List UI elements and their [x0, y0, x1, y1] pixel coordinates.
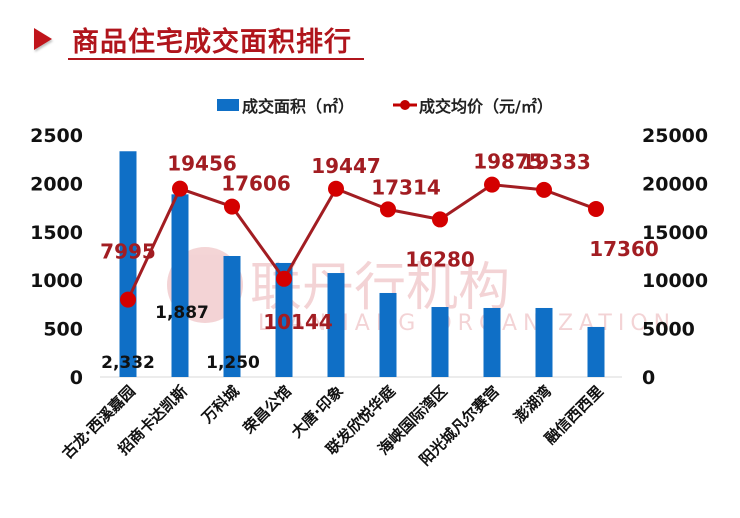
bar: [483, 307, 501, 377]
line-marker: [380, 201, 396, 218]
left-axis-tick: 2000: [30, 173, 83, 195]
legend: 成交面积（㎡） 成交均价（元/㎡）: [217, 97, 553, 116]
line-marker: [536, 181, 552, 198]
header: 商品住宅成交面积排行: [0, 0, 740, 80]
line-marker: [172, 180, 188, 197]
left-axis-tick: 2500: [30, 125, 83, 147]
x-axis-label: 澎湖湾: [510, 382, 555, 427]
legend-bar-label: 成交面积（㎡）: [242, 97, 354, 116]
right-axis-tick: 10000: [642, 270, 708, 292]
legend-line-marker: [400, 100, 410, 110]
line-data-label: 19447: [311, 154, 381, 178]
line-data-label: 19875: [473, 150, 543, 174]
bar-data-label: 1,887: [155, 303, 209, 323]
left-axis-tick: 500: [43, 319, 83, 341]
legend-bar-swatch: [217, 99, 239, 111]
line-marker: [432, 211, 448, 228]
bar: [327, 273, 345, 377]
bar: [431, 307, 449, 377]
line-marker: [224, 198, 240, 215]
bar-data-label: 1,250: [206, 353, 260, 373]
right-axis-tick: 20000: [642, 173, 708, 195]
bar-data-labels: 2,332 1,887 1,250: [101, 303, 260, 373]
right-axis-tick: 15000: [642, 222, 708, 244]
bar-data-label: 2,332: [101, 353, 155, 373]
line-marker: [120, 291, 136, 308]
title-underline: [68, 58, 364, 60]
line-data-label: 7995: [100, 240, 156, 264]
bar: [275, 262, 293, 377]
line-marker: [484, 176, 500, 193]
line-data-label: 17606: [221, 172, 291, 196]
bar: [535, 307, 553, 377]
bar-series: [119, 151, 605, 377]
legend-line-label: 成交均价（元/㎡）: [419, 97, 553, 116]
left-axis-tick: 1500: [30, 222, 83, 244]
x-axis-label: 荣昌公馆: [239, 382, 295, 438]
right-axis: 0 5000 10000 15000 20000 25000: [642, 125, 708, 389]
left-axis-tick: 1000: [30, 270, 83, 292]
line-data-labels: 7995194561760610144194471731416280198751…: [100, 150, 659, 334]
line-series: [120, 176, 604, 308]
left-axis-tick: 0: [70, 367, 83, 389]
line-data-label: 10144: [263, 310, 333, 334]
x-axis-label: 万科城: [198, 382, 243, 427]
bar: [587, 326, 605, 377]
line-marker: [588, 200, 604, 217]
bar: [171, 194, 189, 377]
line-data-label: 16280: [405, 247, 475, 271]
bar: [223, 256, 241, 377]
page-title: 商品住宅成交面积排行: [72, 27, 352, 58]
right-axis-tick: 0: [642, 367, 655, 389]
line-data-label: 17360: [589, 237, 659, 261]
line-data-label: 17314: [371, 175, 441, 199]
price-line: [126, 183, 597, 301]
line-data-label: 19456: [167, 152, 237, 176]
bar: [379, 292, 397, 377]
line-data-label: 19333: [521, 150, 591, 174]
right-axis-tick: 5000: [642, 319, 695, 341]
left-axis: 0 500 1000 1500 2000 2500: [30, 125, 83, 389]
line-marker: [276, 270, 292, 287]
bar: [119, 151, 137, 377]
play-arrow-icon: [34, 28, 52, 50]
line-marker: [328, 180, 344, 197]
right-axis-tick: 25000: [642, 125, 708, 147]
